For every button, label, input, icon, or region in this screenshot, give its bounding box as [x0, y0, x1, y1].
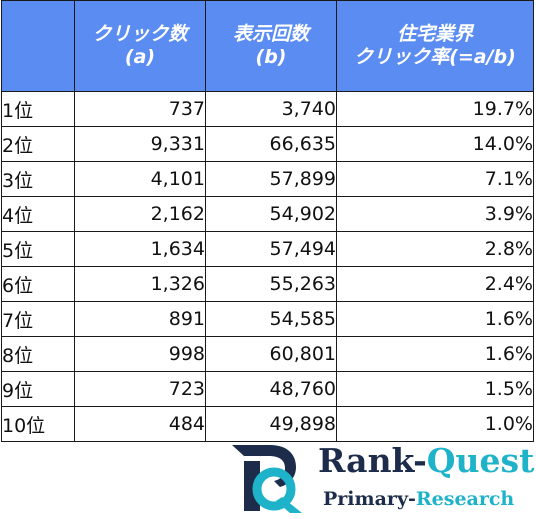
- table-row: 10位 484 49,898 1.0%: [1, 406, 534, 442]
- header-ctr-line1: 住宅業界: [396, 23, 473, 45]
- rank-cell: 7位: [1, 301, 75, 337]
- rank-quest-logo-icon: [232, 445, 302, 513]
- header-clicks-line2: (a): [124, 46, 156, 68]
- brand-name-part1: Rank-: [318, 441, 427, 480]
- clicks-cell: 484: [74, 406, 206, 442]
- clicks-cell: 1,326: [74, 266, 206, 302]
- table-row: 1位 737 3,740 19.7%: [1, 91, 534, 127]
- impressions-cell: 54,902: [205, 196, 337, 232]
- header-ctr: 住宅業界 クリック率(=a/b): [336, 0, 534, 92]
- brand-name: Rank-Quest: [318, 441, 534, 481]
- clicks-cell: 1,634: [74, 231, 206, 267]
- impressions-cell: 54,585: [205, 301, 337, 337]
- header-row: クリック数 (a) 表示回数 (b) 住宅業界 クリック率(=a/b): [1, 0, 534, 92]
- rank-cell: 6位: [1, 266, 75, 302]
- ctr-cell: 7.1%: [336, 161, 534, 197]
- rank-cell: 8位: [1, 336, 75, 372]
- rank-cell: 1位: [1, 91, 75, 127]
- impressions-cell: 49,898: [205, 406, 337, 442]
- header-corner: [1, 0, 75, 92]
- rank-cell: 3位: [1, 161, 75, 197]
- clicks-cell: 4,101: [74, 161, 206, 197]
- impressions-cell: 3,740: [205, 91, 337, 127]
- ctr-cell: 2.4%: [336, 266, 534, 302]
- header-ctr-line2: クリック率(=a/b): [354, 46, 516, 68]
- rank-cell: 4位: [1, 196, 75, 232]
- header-clicks: クリック数 (a): [74, 0, 206, 92]
- clicks-cell: 737: [74, 91, 206, 127]
- impressions-cell: 55,263: [205, 266, 337, 302]
- ctr-cell: 14.0%: [336, 126, 534, 162]
- rank-cell: 9位: [1, 371, 75, 407]
- impressions-cell: 60,801: [205, 336, 337, 372]
- ctr-cell: 2.8%: [336, 231, 534, 267]
- ctr-cell: 1.6%: [336, 301, 534, 337]
- clicks-cell: 723: [74, 371, 206, 407]
- ctr-cell: 1.0%: [336, 406, 534, 442]
- table-row: 7位 891 54,585 1.6%: [1, 301, 534, 337]
- brand-name-part2: Quest: [426, 441, 535, 480]
- brand-logo: Rank-Quest Primary-Research: [230, 441, 534, 516]
- ranking-table: クリック数 (a) 表示回数 (b) 住宅業界 クリック率(=a/b) 1位 7…: [1, 0, 534, 442]
- table-row: 9位 723 48,760 1.5%: [1, 371, 534, 407]
- header-impressions-line2: (b): [255, 46, 287, 68]
- header-impressions: 表示回数 (b): [205, 0, 337, 92]
- brand-subtitle: Primary-Research: [323, 487, 514, 511]
- table-row: 3位 4,101 57,899 7.1%: [1, 161, 534, 197]
- clicks-cell: 9,331: [74, 126, 206, 162]
- table-row: 4位 2,162 54,902 3.9%: [1, 196, 534, 232]
- impressions-cell: 57,494: [205, 231, 337, 267]
- table-row: 5位 1,634 57,494 2.8%: [1, 231, 534, 267]
- ctr-cell: 3.9%: [336, 196, 534, 232]
- impressions-cell: 66,635: [205, 126, 337, 162]
- rank-cell: 5位: [1, 231, 75, 267]
- header-impressions-line1: 表示回数: [232, 23, 309, 45]
- rank-cell: 2位: [1, 126, 75, 162]
- table-row: 2位 9,331 66,635 14.0%: [1, 126, 534, 162]
- table-row: 8位 998 60,801 1.6%: [1, 336, 534, 372]
- clicks-cell: 2,162: [74, 196, 206, 232]
- ctr-cell: 1.5%: [336, 371, 534, 407]
- header-clicks-line1: クリック数: [92, 23, 188, 45]
- impressions-cell: 57,899: [205, 161, 337, 197]
- clicks-cell: 891: [74, 301, 206, 337]
- clicks-cell: 998: [74, 336, 206, 372]
- brand-sub-part1: Primary-: [323, 488, 416, 510]
- table-row: 6位 1,326 55,263 2.4%: [1, 266, 534, 302]
- brand-sub-part2: Research: [415, 488, 515, 510]
- ctr-cell: 1.6%: [336, 336, 534, 372]
- ctr-cell: 19.7%: [336, 91, 534, 127]
- impressions-cell: 48,760: [205, 371, 337, 407]
- rank-cell: 10位: [1, 406, 75, 442]
